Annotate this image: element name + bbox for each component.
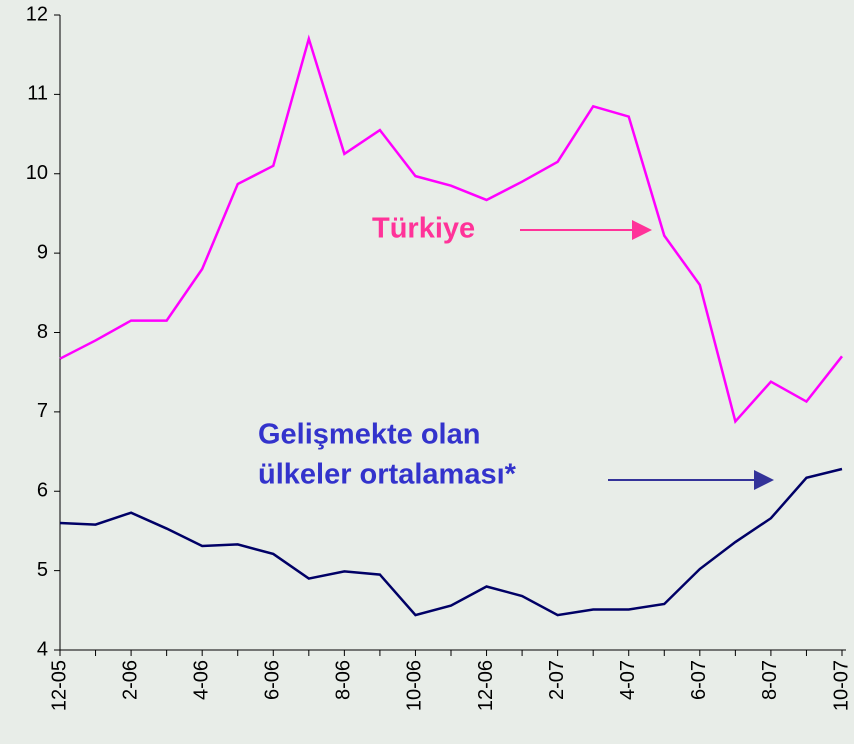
y-tick-label: 5 [37,559,48,581]
y-tick-label: 7 [37,400,48,422]
x-tick-label: 8-06 [333,660,355,700]
y-tick-label: 11 [27,83,48,105]
x-tick-label: 6-06 [262,660,284,700]
y-tick-label: 9 [37,241,48,263]
annotation: Gelişmekte olan [258,419,480,451]
x-tick-label: 10-07 [830,660,852,711]
x-tick-label: 2-06 [119,660,141,700]
series-line [59,34,843,424]
y-tick-label: 12 [26,3,48,25]
x-tick-label: 4-06 [190,660,212,700]
x-tick-label: 4-07 [617,660,639,700]
y-tick-label: 10 [26,162,48,184]
series-line [59,467,843,617]
y-tick-label: 8 [37,321,48,343]
x-tick-label: 8-07 [759,660,781,700]
annotation: ülkeler ortalaması* [258,459,517,491]
y-tick-label: 6 [37,480,48,502]
y-tick-label: 4 [37,638,48,660]
x-tick-label: 6-07 [688,660,710,700]
x-tick-label: 2-07 [546,660,568,700]
x-tick-label: 10-06 [404,660,426,711]
annotation: Türkiye [372,213,475,245]
x-tick-label: 12-05 [48,660,70,711]
x-tick-label: 12-06 [475,660,497,711]
